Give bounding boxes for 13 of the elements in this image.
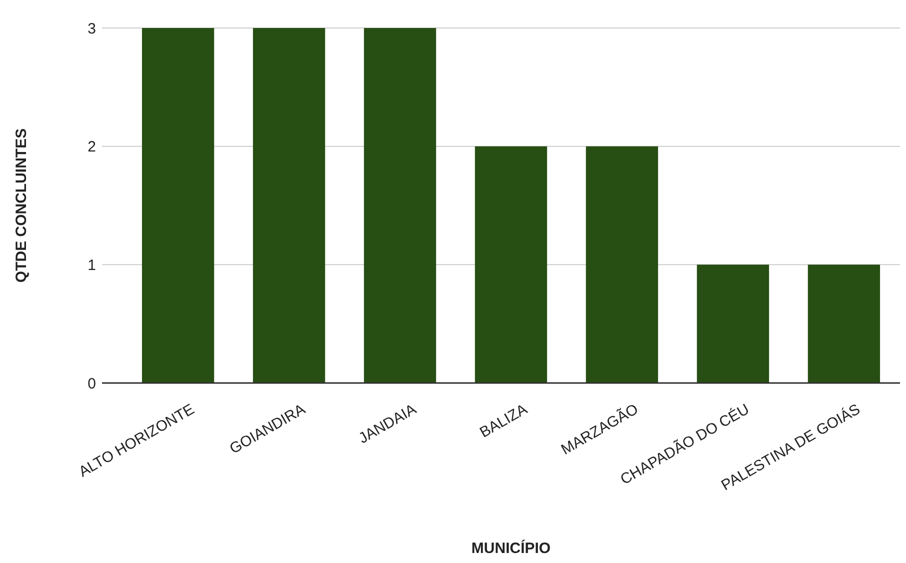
bar — [474, 146, 548, 383]
y-tick-label: 1 — [88, 256, 96, 274]
x-axis-title: MUNICÍPIO — [471, 539, 551, 557]
y-tick-label: 2 — [88, 138, 96, 156]
bar — [364, 28, 436, 383]
bar — [252, 28, 326, 383]
bar — [586, 146, 658, 383]
y-axis-title: QTDE CONCLUINTES — [13, 128, 30, 283]
y-tick-label: 3 — [88, 20, 96, 38]
y-tick-label: 0 — [88, 375, 96, 392]
bar — [808, 264, 880, 383]
bar — [696, 264, 770, 383]
bar — [142, 28, 214, 383]
